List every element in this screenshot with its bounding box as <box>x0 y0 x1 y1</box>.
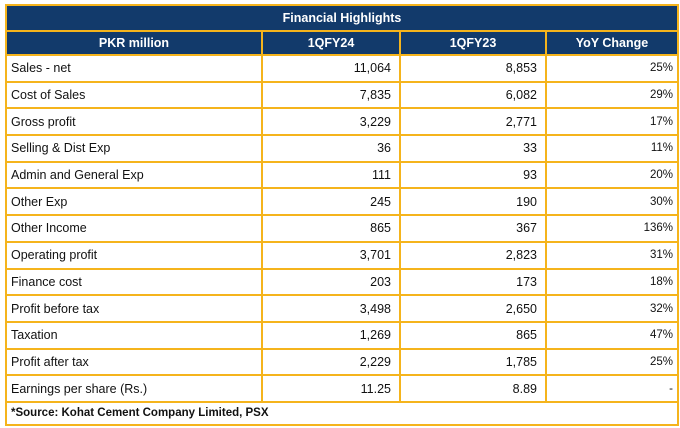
value-1qfy24: 36 <box>261 134 401 163</box>
header-yoy-change: YoY Change <box>544 30 680 56</box>
value-yoy-change: 18% <box>544 267 680 297</box>
value-1qfy23: 2,771 <box>399 107 547 137</box>
value-1qfy24: 11.25 <box>261 374 401 403</box>
table-row: Admin and General Exp 111 93 20% <box>5 160 680 190</box>
value-yoy-change: 11% <box>544 134 680 163</box>
header-pkr-million: PKR million <box>5 30 263 56</box>
table-header-row: PKR million 1QFY24 1QFY23 YoY Change <box>5 30 680 56</box>
row-label: Profit after tax <box>5 347 263 377</box>
value-yoy-change: 25% <box>544 347 680 377</box>
value-1qfy23: 1,785 <box>399 347 547 377</box>
value-1qfy24: 2,229 <box>261 347 401 377</box>
value-yoy-change: - <box>544 374 680 403</box>
row-label: Taxation <box>5 320 263 350</box>
header-1qfy23: 1QFY23 <box>399 30 547 56</box>
value-1qfy23: 2,823 <box>399 240 547 270</box>
table-row: Other Exp 245 190 30% <box>5 187 680 217</box>
table-row: Operating profit 3,701 2,823 31% <box>5 240 680 270</box>
value-1qfy23: 367 <box>399 214 547 243</box>
header-1qfy24: 1QFY24 <box>261 30 401 56</box>
row-label: Other Income <box>5 214 263 243</box>
value-1qfy24: 3,498 <box>261 294 401 323</box>
source-row: *Source: Kohat Cement Company Limited, P… <box>4 400 680 426</box>
row-label: Earnings per share (Rs.) <box>5 374 263 403</box>
value-1qfy24: 7,835 <box>261 80 401 110</box>
value-yoy-change: 20% <box>544 160 680 190</box>
row-label: Admin and General Exp <box>5 160 263 190</box>
table-row: Profit after tax 2,229 1,785 25% <box>5 347 680 377</box>
value-1qfy24: 111 <box>261 160 401 190</box>
table-title-row: Financial Highlights <box>4 4 680 32</box>
table-row: Other Income 865 367 136% <box>5 214 680 243</box>
table-row: Taxation 1,269 865 47% <box>5 320 680 350</box>
financial-highlights-table: Financial Highlights PKR million 1QFY24 … <box>4 4 680 426</box>
financial-highlights-container: Financial Highlights PKR million 1QFY24 … <box>4 4 680 426</box>
table-row: Profit before tax 3,498 2,650 32% <box>5 294 680 323</box>
row-label: Cost of Sales <box>5 80 263 110</box>
row-label: Operating profit <box>5 240 263 270</box>
table-title: Financial Highlights <box>4 4 680 32</box>
table-row: Finance cost 203 173 18% <box>5 267 680 297</box>
value-yoy-change: 31% <box>544 240 680 270</box>
value-1qfy23: 173 <box>399 267 547 297</box>
row-label: Finance cost <box>5 267 263 297</box>
table-body: Sales - net 11,064 8,853 25% Cost of Sales 7,… <box>5 54 680 403</box>
value-1qfy23: 33 <box>399 134 547 163</box>
value-yoy-change: 17% <box>544 107 680 137</box>
row-label: Profit before tax <box>5 294 263 323</box>
value-1qfy23: 2,650 <box>399 294 547 323</box>
table-row: Earnings per share (Rs.) 11.25 8.89- <box>5 374 680 403</box>
value-1qfy24: 11,064 <box>261 54 401 83</box>
value-1qfy23: 8.89 <box>399 374 547 403</box>
source-note: *Source: Kohat Cement Company Limited, P… <box>4 400 680 426</box>
value-1qfy24: 1,269 <box>261 320 401 350</box>
value-1qfy24: 203 <box>261 267 401 297</box>
value-1qfy23: 6,082 <box>399 80 547 110</box>
value-yoy-change: 30% <box>544 187 680 217</box>
table-row: Gross profit 3,229 2,771 17% <box>5 107 680 137</box>
table-row: Sales - net 11,064 8,853 25% <box>5 54 680 83</box>
value-yoy-change: 29% <box>544 80 680 110</box>
row-label: Selling & Dist Exp <box>5 134 263 163</box>
value-1qfy23: 8,853 <box>399 54 547 83</box>
value-1qfy23: 190 <box>399 187 547 217</box>
value-yoy-change: 25% <box>544 54 680 83</box>
row-label: Sales - net <box>5 54 263 83</box>
value-1qfy23: 865 <box>399 320 547 350</box>
value-1qfy24: 3,229 <box>261 107 401 137</box>
value-yoy-change: 47% <box>544 320 680 350</box>
value-yoy-change: 136% <box>544 214 680 243</box>
table-row: Selling & Dist Exp 36 33 11% <box>5 134 680 163</box>
value-1qfy23: 93 <box>399 160 547 190</box>
value-yoy-change: 32% <box>544 294 680 323</box>
value-1qfy24: 245 <box>261 187 401 217</box>
row-label: Gross profit <box>5 107 263 137</box>
value-1qfy24: 3,701 <box>261 240 401 270</box>
value-1qfy24: 865 <box>261 214 401 243</box>
table-row: Cost of Sales 7,835 6,082 29% <box>5 80 680 110</box>
row-label: Other Exp <box>5 187 263 217</box>
